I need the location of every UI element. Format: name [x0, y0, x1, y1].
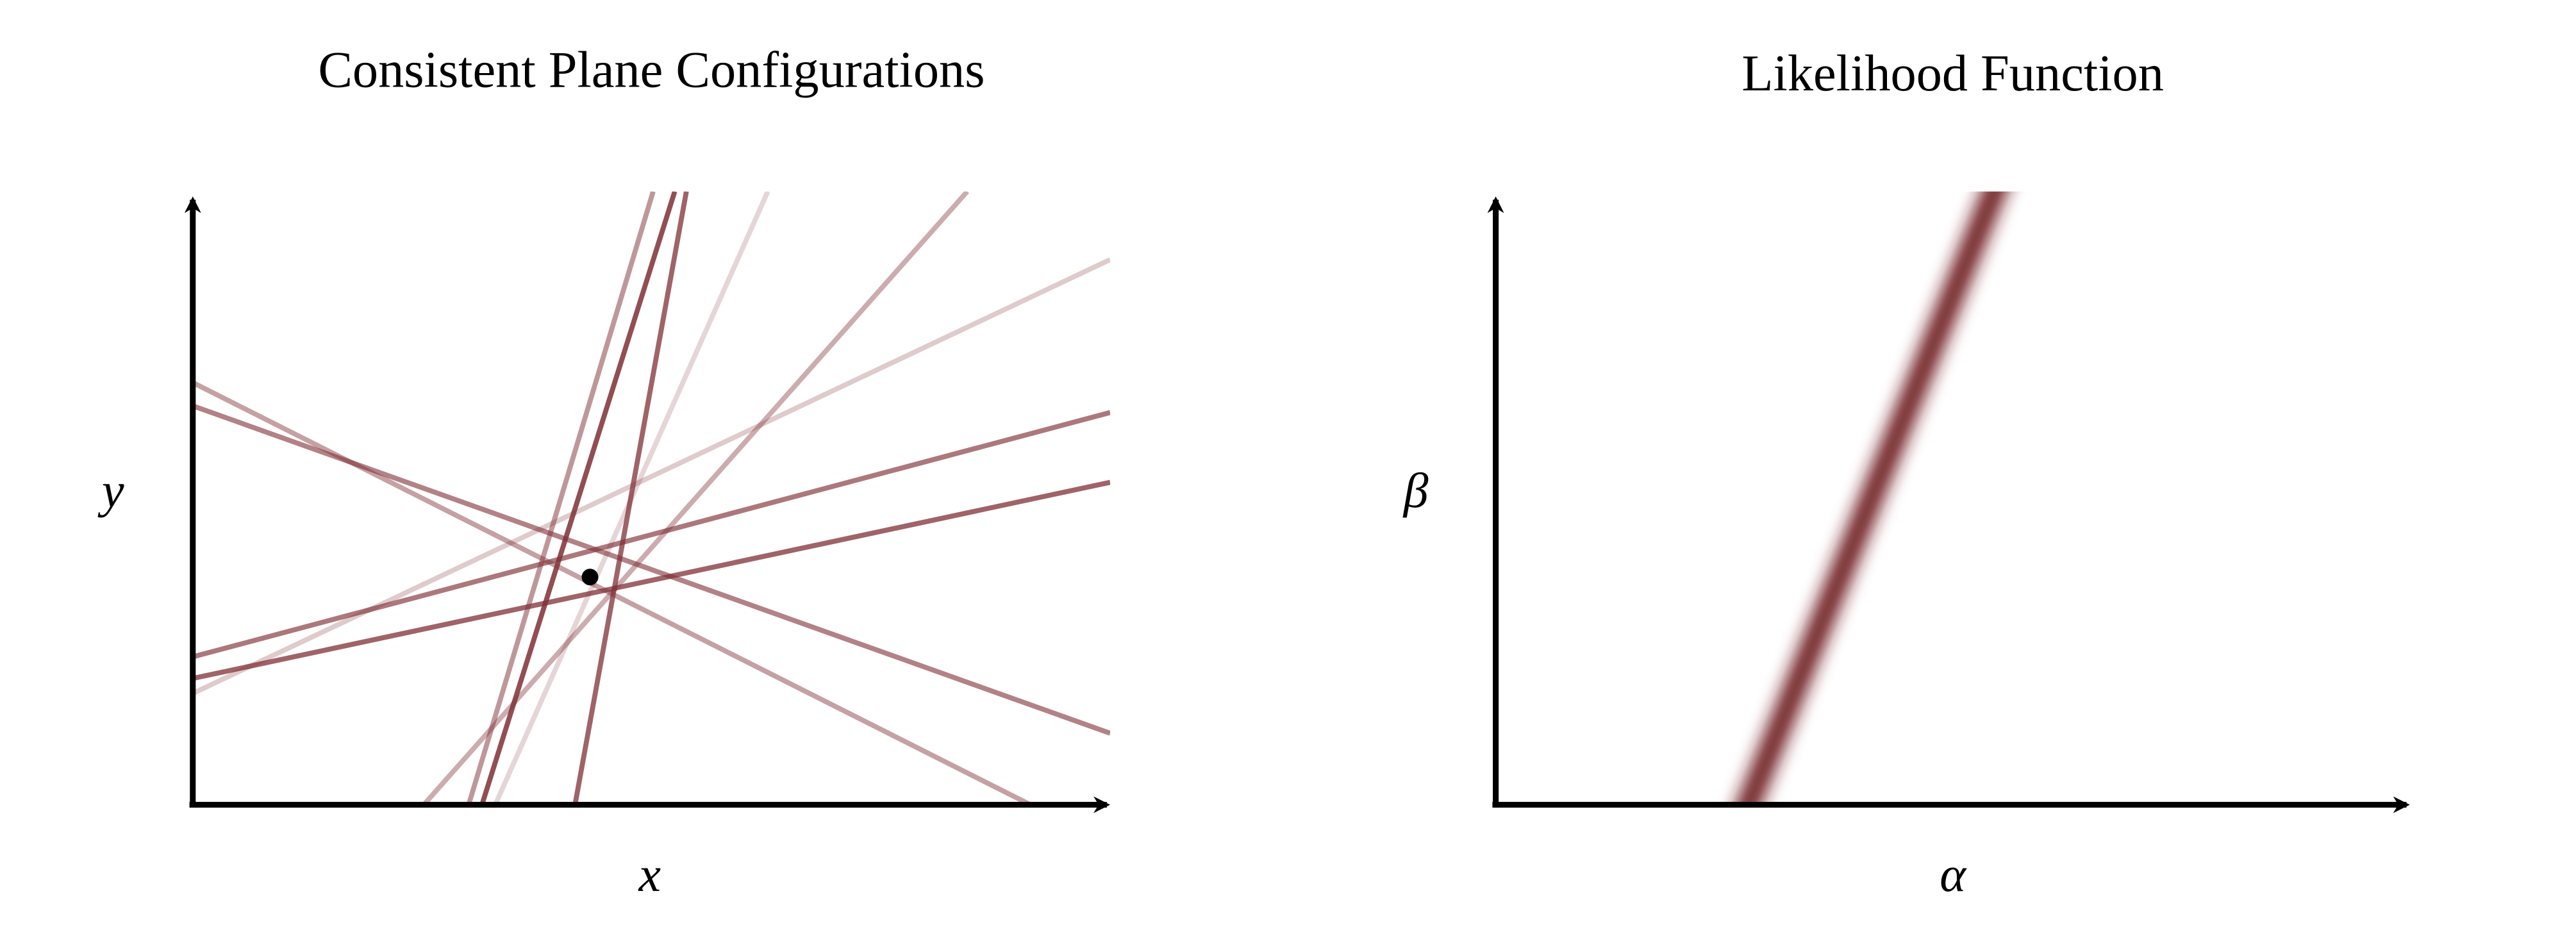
y-axis-label: β: [1402, 463, 1429, 518]
plane-line: [192, 410, 1111, 660]
true-point: [581, 569, 599, 586]
plane-line: [479, 191, 677, 805]
plane-line: [192, 403, 1111, 736]
panel-title: Consistent Plane Configurations: [318, 42, 985, 99]
plane-lines: [192, 191, 1111, 805]
plane-line: [422, 191, 969, 805]
y-axis-label: y: [97, 463, 124, 518]
right-panel: Likelihood Function α β: [1402, 45, 2410, 902]
plane-line: [572, 191, 689, 805]
plane-line: [192, 479, 1111, 681]
likelihood-band: [1736, 191, 2007, 805]
plane-line: [192, 257, 1111, 696]
x-axis-label: x: [638, 847, 661, 902]
left-panel: Consistent Plane Configurations x y: [97, 42, 1111, 902]
likelihood-ridge: [1736, 191, 2007, 805]
panel-title: Likelihood Function: [1741, 45, 2163, 102]
x-axis-label: α: [1940, 847, 1967, 902]
plane-line: [466, 191, 656, 805]
